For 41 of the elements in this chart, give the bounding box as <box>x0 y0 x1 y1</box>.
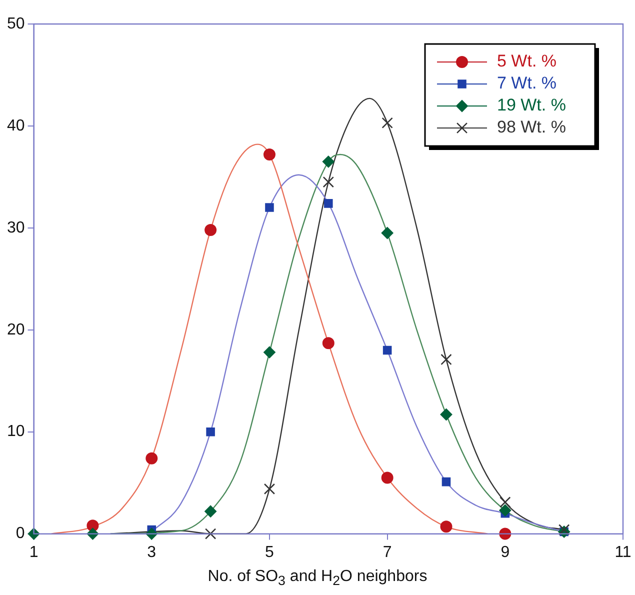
point <box>322 337 334 350</box>
point <box>558 524 570 536</box>
point <box>324 199 333 208</box>
legend-label: 98 Wt. % <box>497 118 566 137</box>
x-tick-label: 3 <box>147 544 156 561</box>
y-tick-label: 30 <box>7 219 25 236</box>
point <box>440 408 452 421</box>
point <box>322 176 334 188</box>
point <box>381 227 394 240</box>
y-tick-label: 0 <box>16 525 25 542</box>
x-tick-label: 9 <box>500 544 510 561</box>
point <box>265 203 274 212</box>
point <box>382 346 392 355</box>
x-tick-label: 1 <box>29 544 38 561</box>
y-tick-label: 10 <box>7 423 25 440</box>
point <box>146 452 158 464</box>
point <box>381 472 394 484</box>
point <box>204 505 217 518</box>
x-tick-label: 11 <box>614 544 632 561</box>
point <box>204 224 217 236</box>
point <box>204 528 216 540</box>
y-tick-label: 40 <box>7 117 25 134</box>
legend-label: 5 Wt. % <box>497 52 557 71</box>
point <box>206 427 215 436</box>
point <box>322 156 334 168</box>
point <box>440 354 452 366</box>
x-tick-label: 5 <box>265 544 274 561</box>
y-tick-label: 20 <box>7 321 25 338</box>
point <box>440 520 452 533</box>
x-tick-label: 7 <box>382 544 392 561</box>
y-tick-label: 50 <box>7 15 25 32</box>
legend-label: 19 Wt. % <box>497 96 566 115</box>
x-axis-title: No. of SO$_{3}$ and H$_{2}$O neighbors <box>206 568 428 588</box>
point <box>263 148 276 161</box>
point <box>499 504 512 516</box>
point <box>442 477 451 486</box>
point <box>382 117 393 128</box>
point <box>264 483 276 495</box>
point <box>500 496 511 508</box>
legend-label: 7 Wt. % <box>497 74 557 93</box>
point <box>263 346 276 358</box>
